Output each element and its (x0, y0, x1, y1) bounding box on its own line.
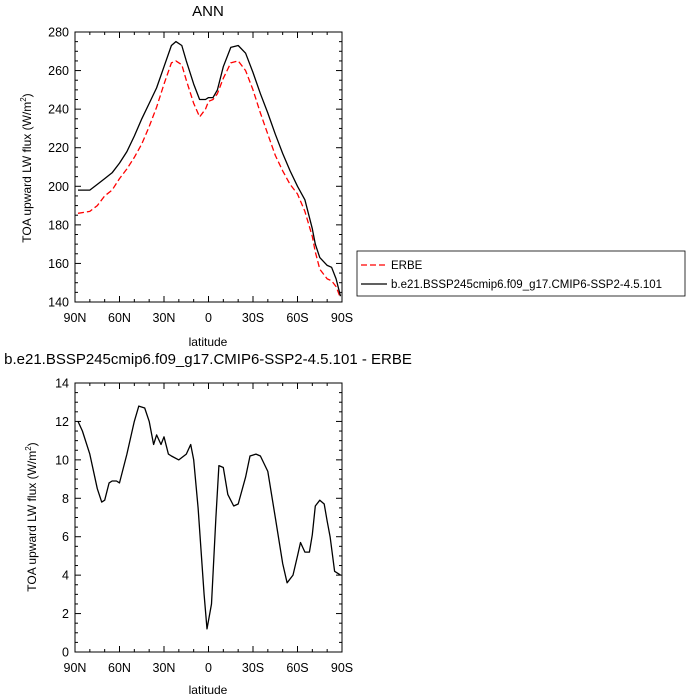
plot-frame (74, 31, 343, 303)
y-tick-label: 260 (48, 64, 69, 78)
series-line-0 (77, 60, 342, 299)
y-tick-label: 10 (55, 453, 69, 467)
x-tick-label: 30N (153, 661, 176, 675)
y-axis-label-main: TOA upward LW flux (W/m (25, 451, 39, 592)
x-tick-label: 0 (205, 661, 212, 675)
y-axis-label-main: TOA upward LW flux (W/m (20, 102, 34, 243)
y-tick-label: 4 (62, 569, 69, 583)
y-tick-label: 12 (55, 415, 69, 429)
top-panel: ANN TOA upward LW flux (W/m2) latitude 9… (19, 3, 686, 349)
panel-title: ANN (192, 3, 224, 20)
x-tick-label: 90S (331, 311, 353, 325)
series-layer (77, 405, 341, 630)
y-axis-label-end: ) (25, 442, 39, 446)
series-line-0 (77, 405, 341, 630)
y-tick-label: 14 (55, 377, 69, 391)
y-tick-label: 0 (62, 646, 69, 660)
series-line-1 (78, 40, 342, 297)
legend-label-erbe: ERBE (391, 260, 423, 272)
y-tick-label: 160 (48, 257, 69, 271)
plot-frame (74, 382, 343, 653)
y-tick-label: 240 (48, 103, 69, 117)
x-axis-label: latitude (189, 335, 228, 349)
y-tick-label: 2 (62, 607, 69, 621)
y-axis-label-sup: 2 (19, 97, 28, 102)
x-tick-label: 0 (205, 311, 212, 325)
x-tick-label: 90S (331, 661, 353, 675)
x-tick-label: 30S (242, 661, 264, 675)
y-tick-label: 200 (48, 180, 69, 194)
x-tick-label: 90N (64, 311, 87, 325)
y-axis-label-sup: 2 (24, 446, 33, 451)
x-tick-label: 30S (242, 311, 264, 325)
y-tick-label: 180 (48, 218, 69, 232)
panel-title: b.e21.BSSP245cmip6.f09_g17.CMIP6-SSP2-4.… (4, 351, 412, 368)
x-tick-label: 60S (286, 661, 308, 675)
x-tick-label: 90N (64, 661, 87, 675)
bottom-panel: b.e21.BSSP245cmip6.f09_g17.CMIP6-SSP2-4.… (4, 351, 412, 697)
x-axis-label: latitude (189, 683, 228, 697)
series-layer (77, 40, 342, 299)
y-axis-label: TOA upward LW flux (W/m2) (24, 442, 39, 591)
x-tick-label: 30N (153, 311, 176, 325)
legend-label-model: b.e21.BSSP245cmip6.f09_g17.CMIP6-SSP2-4.… (391, 279, 662, 291)
legend: ERBE b.e21.BSSP245cmip6.f09_g17.CMIP6-SS… (356, 250, 686, 297)
y-tick-label: 140 (48, 296, 69, 310)
x-tick-label: 60N (108, 661, 131, 675)
y-axis-label: TOA upward LW flux (W/m2) (19, 93, 34, 242)
y-tick-label: 8 (62, 492, 69, 506)
y-tick-label: 220 (48, 141, 69, 155)
legend-box (356, 250, 686, 297)
tick-group: 90N 60N 30N 0 30S 60S 90S 140 160 180 200 220 240 260… (48, 26, 353, 326)
y-tick-label: 280 (48, 26, 69, 40)
y-axis-label-end: ) (20, 93, 34, 97)
x-tick-label: 60N (108, 311, 131, 325)
tick-group: 90N 60N 30N 0 30S 60S 90S 0 2 4 6 8 10 12 14 (55, 377, 353, 676)
y-tick-label: 6 (62, 530, 69, 544)
x-tick-label: 60S (286, 311, 308, 325)
